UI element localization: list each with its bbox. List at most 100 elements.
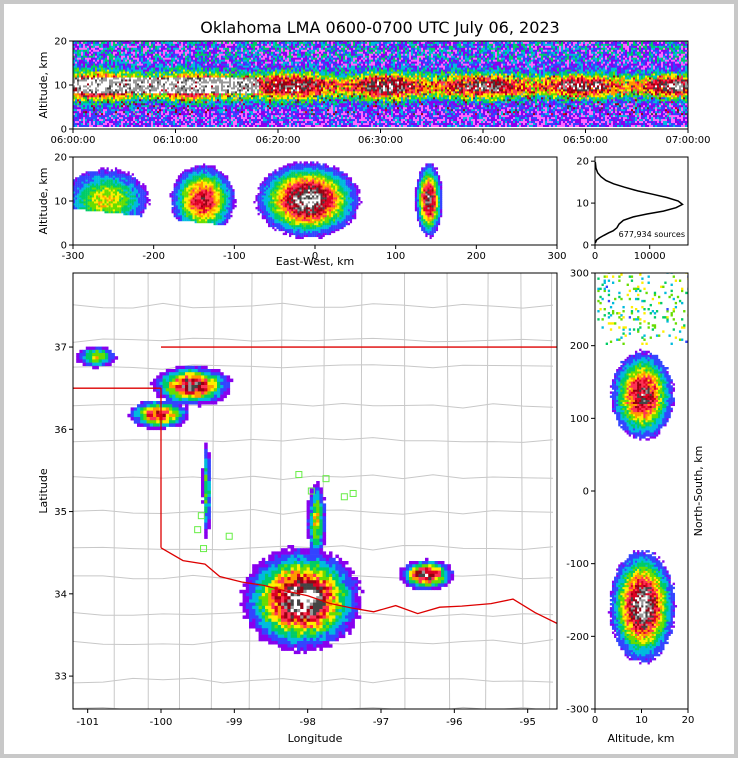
- density-cell: [171, 98, 174, 102]
- density-cell: [77, 47, 80, 50]
- density-cell: [89, 106, 92, 110]
- density-cell: [101, 94, 104, 98]
- density-cell: [189, 110, 192, 114]
- density-cell: [165, 49, 168, 52]
- density-cell: [253, 45, 256, 48]
- density-cell: [85, 94, 88, 98]
- density-cell: [197, 71, 200, 74]
- density-cell: [179, 116, 182, 120]
- density-cell: [255, 116, 258, 120]
- density-cell: [281, 83, 284, 86]
- density-cell: [203, 112, 206, 116]
- density-cell: [185, 69, 188, 72]
- density-cell: [249, 112, 252, 116]
- density-cell: [197, 57, 200, 60]
- density-cell: [161, 96, 164, 100]
- density-cell: [105, 75, 108, 78]
- density-cell: [113, 57, 116, 60]
- density-cell: [101, 61, 104, 64]
- density-cell: [79, 61, 82, 64]
- density-cell: [207, 116, 210, 120]
- density-cell: [91, 55, 94, 58]
- density-cell: [87, 124, 90, 127]
- density-cell: [181, 86, 184, 90]
- density-cell: [89, 67, 92, 70]
- density-cell: [129, 61, 132, 64]
- density-cell: [219, 47, 222, 50]
- density-cell: [173, 81, 176, 84]
- density-cell: [153, 92, 156, 96]
- density-cell: [267, 116, 270, 120]
- density-cell: [297, 53, 300, 56]
- density-cell: [169, 75, 172, 78]
- density-cell: [235, 43, 238, 46]
- density-cell: [151, 106, 154, 110]
- density-cell: [105, 104, 108, 108]
- density-cell: [165, 65, 168, 68]
- density-cell: [215, 104, 218, 108]
- density-cell: [271, 102, 274, 106]
- density-cell: [119, 49, 122, 52]
- density-cell: [229, 86, 232, 90]
- density-cell: [271, 67, 274, 70]
- density-cell: [227, 67, 230, 70]
- density-cell: [117, 79, 120, 82]
- density-cell: [221, 94, 224, 98]
- density-cell: [179, 114, 182, 118]
- density-cell: [155, 53, 158, 56]
- density-cell: [227, 112, 230, 116]
- density-cell: [217, 55, 220, 58]
- density-cell: [255, 79, 258, 82]
- density-cell: [165, 124, 168, 127]
- density-cell: [209, 61, 212, 64]
- density-cell: [245, 45, 248, 48]
- density-cell: [115, 83, 118, 86]
- density-cell: [279, 86, 282, 90]
- density-cell: [89, 51, 92, 54]
- density-cell: [131, 114, 134, 118]
- density-cell: [215, 59, 218, 62]
- density-cell: [291, 79, 294, 82]
- density-cell: [135, 51, 138, 54]
- density-cell: [137, 118, 140, 122]
- density-cell: [119, 120, 122, 124]
- density-cell: [229, 94, 232, 98]
- density-cell: [129, 71, 132, 74]
- density-cell: [291, 73, 294, 76]
- density-cell: [279, 41, 282, 44]
- density-cell: [209, 81, 212, 84]
- density-cell: [281, 49, 284, 52]
- density-cell: [209, 83, 212, 86]
- density-cell: [149, 122, 152, 126]
- density-cell: [187, 63, 190, 66]
- density-cell: [205, 49, 208, 52]
- density-cell: [267, 73, 270, 76]
- density-cell: [161, 120, 164, 124]
- density-cell: [185, 41, 188, 44]
- density-cell: [117, 108, 120, 112]
- density-cell: [277, 85, 280, 88]
- density-cell: [191, 120, 194, 124]
- density-cell: [183, 55, 186, 58]
- density-cell: [87, 86, 90, 90]
- density-cell: [91, 81, 94, 84]
- density-cell: [137, 94, 140, 98]
- density-cell: [193, 71, 196, 74]
- density-cell: [183, 124, 186, 127]
- density-cell: [123, 71, 126, 74]
- density-cell: [155, 86, 158, 90]
- density-cell: [191, 79, 194, 82]
- density-cell: [229, 41, 232, 44]
- density-cell: [195, 112, 198, 116]
- density-cell: [213, 86, 216, 90]
- density-cell: [131, 124, 134, 127]
- density-cell: [287, 102, 290, 106]
- density-cell: [91, 116, 94, 120]
- density-cell: [291, 88, 294, 92]
- density-cell: [131, 53, 134, 56]
- density-cell: [159, 83, 162, 86]
- density-cell: [171, 71, 174, 74]
- density-cell: [75, 47, 78, 50]
- density-cell: [121, 94, 124, 98]
- density-cell: [243, 51, 246, 54]
